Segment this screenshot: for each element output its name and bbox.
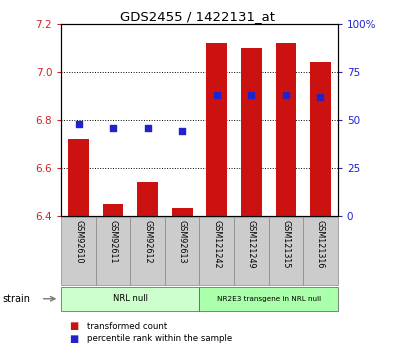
Text: NR2E3 transgene in NRL null: NR2E3 transgene in NRL null bbox=[216, 296, 321, 302]
Text: GSM121242: GSM121242 bbox=[212, 220, 221, 269]
Text: percentile rank within the sample: percentile rank within the sample bbox=[87, 334, 232, 343]
Bar bbox=[310, 62, 331, 216]
Point bbox=[248, 92, 254, 98]
Point bbox=[75, 121, 82, 127]
Bar bbox=[130, 217, 165, 285]
Bar bbox=[61, 217, 96, 285]
Text: ■: ■ bbox=[69, 334, 78, 344]
Bar bbox=[61, 287, 199, 310]
Text: ■: ■ bbox=[69, 321, 78, 331]
Text: NRL null: NRL null bbox=[113, 294, 148, 303]
Text: GSM92613: GSM92613 bbox=[178, 220, 187, 264]
Bar bbox=[269, 217, 303, 285]
Text: transformed count: transformed count bbox=[87, 322, 167, 331]
Text: GSM92611: GSM92611 bbox=[109, 220, 118, 264]
Point bbox=[283, 92, 289, 98]
Bar bbox=[199, 287, 338, 310]
Bar bbox=[103, 204, 123, 216]
Bar bbox=[303, 217, 338, 285]
Bar bbox=[172, 208, 193, 216]
Point bbox=[110, 125, 116, 130]
Text: GSM121315: GSM121315 bbox=[281, 220, 290, 268]
Text: GSM121316: GSM121316 bbox=[316, 220, 325, 268]
Bar bbox=[68, 139, 89, 216]
Point bbox=[317, 94, 324, 100]
Text: GSM121249: GSM121249 bbox=[247, 220, 256, 269]
Point bbox=[145, 125, 151, 130]
Bar bbox=[206, 43, 227, 216]
Bar bbox=[275, 43, 296, 216]
Bar bbox=[234, 217, 269, 285]
Point bbox=[179, 129, 185, 134]
Bar bbox=[165, 217, 199, 285]
Text: GSM92610: GSM92610 bbox=[74, 220, 83, 264]
Bar bbox=[241, 48, 261, 216]
Bar bbox=[96, 217, 130, 285]
Bar bbox=[137, 182, 158, 216]
Text: GSM92612: GSM92612 bbox=[143, 220, 152, 264]
Text: strain: strain bbox=[2, 294, 30, 304]
Bar bbox=[199, 217, 234, 285]
Point bbox=[214, 92, 220, 98]
Text: GDS2455 / 1422131_at: GDS2455 / 1422131_at bbox=[120, 10, 275, 23]
